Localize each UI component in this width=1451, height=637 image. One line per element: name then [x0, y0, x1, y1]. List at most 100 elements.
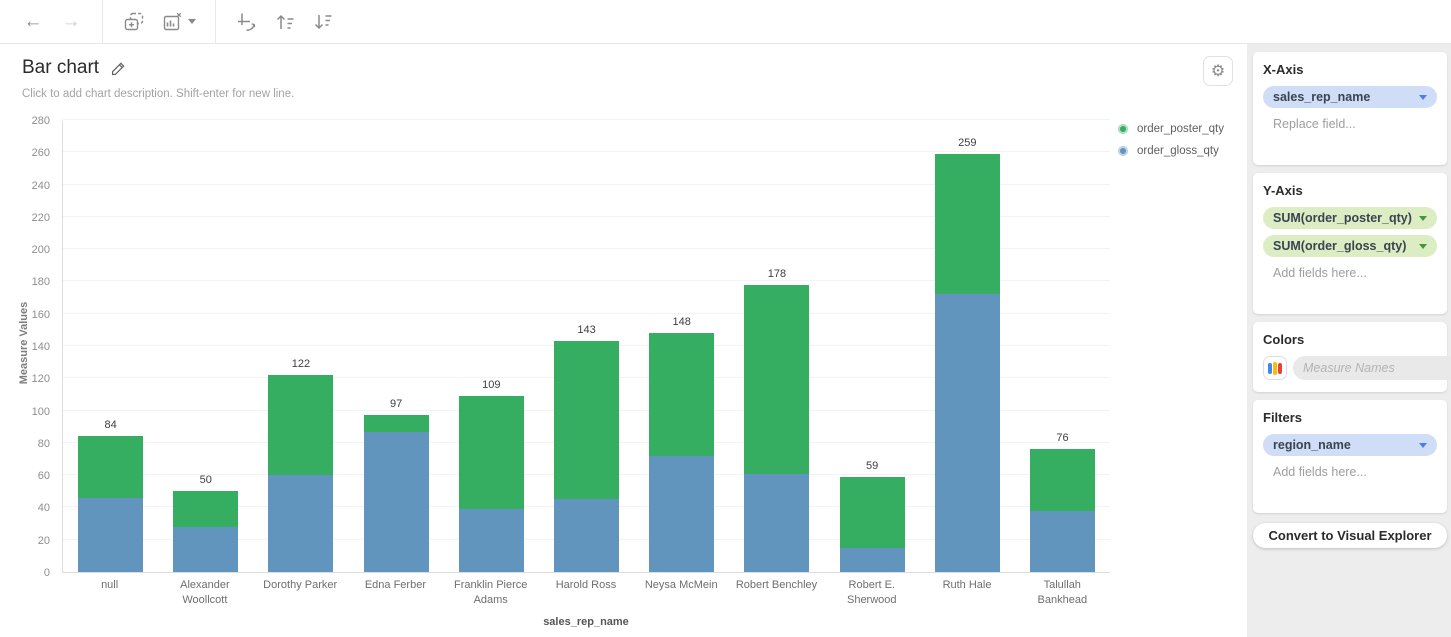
bar-total-label: 59 — [865, 459, 879, 472]
bar-total-label: 84 — [104, 419, 117, 432]
bar-segment-order_poster_qty[interactable] — [173, 491, 239, 527]
bar-segment-order_gloss_qty[interactable] — [554, 499, 620, 572]
chart-card: Bar chart Click to add chart description… — [0, 44, 1247, 637]
field-sidebar: X-Axis sales_rep_name Replace field... Y… — [1247, 44, 1451, 637]
gridline — [63, 119, 1110, 120]
bar-segment-order_poster_qty[interactable] — [554, 341, 620, 500]
legend-item[interactable]: order_gloss_qty — [1118, 140, 1224, 162]
remove-chart-button[interactable] — [157, 7, 199, 37]
toolbar-separator — [215, 0, 216, 44]
remove-chart-icon — [163, 12, 181, 30]
legend-item[interactable]: order_poster_qty — [1118, 118, 1224, 140]
gridline — [63, 151, 1110, 153]
legend: order_poster_qty order_gloss_qty — [1118, 118, 1224, 162]
y-tick-label: 40 — [37, 502, 50, 515]
sort-ascending-button[interactable] — [270, 7, 300, 37]
bar-slot: 122 — [253, 358, 348, 572]
stacked-bar[interactable] — [458, 396, 524, 572]
y-tick-label: 120 — [31, 373, 50, 386]
field-pill-sum-order-poster-qty[interactable]: SUM(order_poster_qty) — [1263, 207, 1437, 229]
y-tick-label: 0 — [43, 567, 50, 579]
stacked-bar[interactable] — [839, 476, 905, 572]
bars-row: 84 50 122 97 109 143 148 178 59 259 76 — [63, 0, 1110, 572]
stacked-bar[interactable] — [744, 284, 810, 572]
y-axis-drop-zone[interactable]: Add fields here... — [1273, 266, 1367, 280]
bar-slot: 97 — [349, 398, 444, 572]
bar-total-label: 109 — [482, 379, 501, 392]
plot-area: 84 50 122 97 109 143 148 178 59 259 76 — [62, 119, 1110, 573]
bar-segment-order_poster_qty[interactable] — [458, 396, 524, 510]
gridline — [63, 312, 1110, 314]
color-palette-icon[interactable] — [1263, 356, 1287, 380]
stacked-bar[interactable] — [173, 491, 239, 572]
bar-segment-order_gloss_qty[interactable] — [78, 497, 144, 572]
field-pill-sum-order-gloss-qty[interactable]: SUM(order_gloss_qty) — [1263, 235, 1437, 257]
add-chart-button[interactable] — [119, 7, 149, 37]
chart-title: Bar chart — [22, 57, 100, 78]
bar-segment-order_poster_qty[interactable] — [649, 333, 715, 456]
stacked-bar[interactable] — [649, 333, 715, 572]
legend-label: order_gloss_qty — [1137, 145, 1219, 157]
y-tick-label: 260 — [31, 147, 50, 160]
colors-field-input[interactable] — [1293, 356, 1451, 380]
stacked-bar[interactable] — [554, 341, 620, 572]
x-axis-drop-zone[interactable]: Replace field... — [1273, 117, 1356, 131]
x-category-label: null — [101, 579, 119, 591]
swap-axes-button[interactable] — [232, 7, 262, 37]
stacked-bar[interactable] — [1029, 449, 1095, 572]
y-tick-label: 240 — [31, 179, 50, 192]
y-tick-label: 280 — [31, 115, 50, 127]
bar-slot: 76 — [1015, 432, 1110, 572]
bar-segment-order_gloss_qty[interactable] — [173, 526, 239, 572]
gridline — [63, 183, 1110, 185]
bar-segment-order_gloss_qty[interactable] — [839, 547, 905, 572]
chart-settings-button[interactable]: ⚙ — [1203, 56, 1233, 86]
stacked-bar[interactable] — [934, 153, 1000, 572]
back-button[interactable]: ← — [18, 7, 48, 37]
bar-segment-order_gloss_qty[interactable] — [1029, 510, 1095, 572]
stacked-bar[interactable] — [363, 415, 429, 572]
x-category-label: Robert Benchley — [735, 579, 818, 591]
bar-segment-order_gloss_qty[interactable] — [934, 294, 1000, 572]
convert-to-visual-explorer-button[interactable]: Convert to Visual Explorer — [1253, 523, 1447, 548]
bar-slot: 178 — [729, 268, 824, 572]
bar-segment-order_poster_qty[interactable] — [744, 284, 810, 474]
filters-drop-zone[interactable]: Add fields here... — [1273, 465, 1367, 479]
chart-description-placeholder[interactable]: Click to add chart description. Shift-en… — [22, 88, 295, 100]
pencil-icon[interactable] — [109, 59, 128, 78]
bar-segment-order_poster_qty[interactable] — [363, 415, 429, 432]
y-tick-label: 80 — [37, 437, 50, 450]
bar-segment-order_gloss_qty[interactable] — [268, 475, 334, 572]
forward-arrow-icon: → — [61, 11, 81, 32]
bar-segment-order_gloss_qty[interactable] — [458, 509, 524, 572]
sort-descending-icon — [314, 14, 332, 29]
back-arrow-icon: ← — [23, 11, 43, 32]
stacked-bar[interactable] — [78, 436, 144, 572]
bar-segment-order_poster_qty[interactable] — [268, 375, 334, 476]
x-axis-title: sales_rep_name — [543, 616, 629, 628]
field-pill-sales-rep-name[interactable]: sales_rep_name — [1263, 86, 1437, 108]
bar-segment-order_poster_qty[interactable] — [934, 153, 1000, 295]
field-pill-label: SUM(order_poster_qty) — [1273, 211, 1412, 225]
y-axis-card: Y-Axis SUM(order_poster_qty) SUM(order_g… — [1253, 173, 1447, 314]
bar-total-label: 178 — [767, 267, 787, 280]
bar-slot: 84 — [63, 419, 158, 572]
field-pill-region-name[interactable]: region_name — [1263, 434, 1437, 456]
add-chart-icon — [124, 12, 144, 30]
bar-segment-order_gloss_qty[interactable] — [649, 455, 715, 572]
y-tick-label: 220 — [31, 211, 50, 224]
stacked-bar[interactable] — [268, 375, 334, 572]
x-category-label: Harold Ross — [555, 579, 617, 591]
bar-segment-order_gloss_qty[interactable] — [744, 473, 810, 572]
bar-segment-order_poster_qty[interactable] — [78, 436, 144, 498]
field-pill-label: sales_rep_name — [1273, 90, 1371, 104]
bar-segment-order_poster_qty[interactable] — [1029, 449, 1095, 511]
bar-total-label: 148 — [672, 316, 691, 329]
bar-segment-order_poster_qty[interactable] — [839, 476, 905, 548]
bar-segment-order_gloss_qty[interactable] — [363, 431, 429, 572]
forward-button[interactable]: → — [56, 7, 86, 37]
swap-axes-icon — [238, 13, 256, 31]
sort-descending-button[interactable] — [308, 7, 338, 37]
x-category-label: Talullah Bankhead — [1037, 579, 1088, 606]
chevron-down-icon — [1419, 243, 1427, 249]
